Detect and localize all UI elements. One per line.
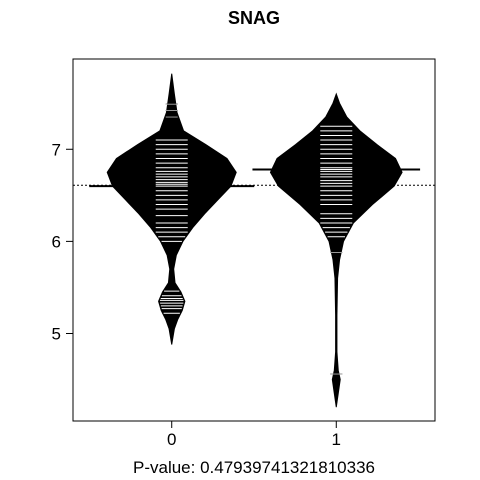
chart-title: SNAG	[228, 8, 280, 28]
y-tick-label: 6	[52, 232, 61, 251]
plot-border	[72, 58, 436, 422]
plot-area: 5 6 7 0 1	[52, 58, 436, 449]
x-tick-label: 1	[332, 430, 341, 449]
bean-1	[269, 92, 403, 408]
x-axis-label: P-value: 0.47939741321810336	[133, 458, 375, 477]
x-tick-label: 0	[167, 430, 176, 449]
y-tick-label: 5	[52, 324, 61, 343]
y-tick-label: 7	[52, 140, 61, 159]
